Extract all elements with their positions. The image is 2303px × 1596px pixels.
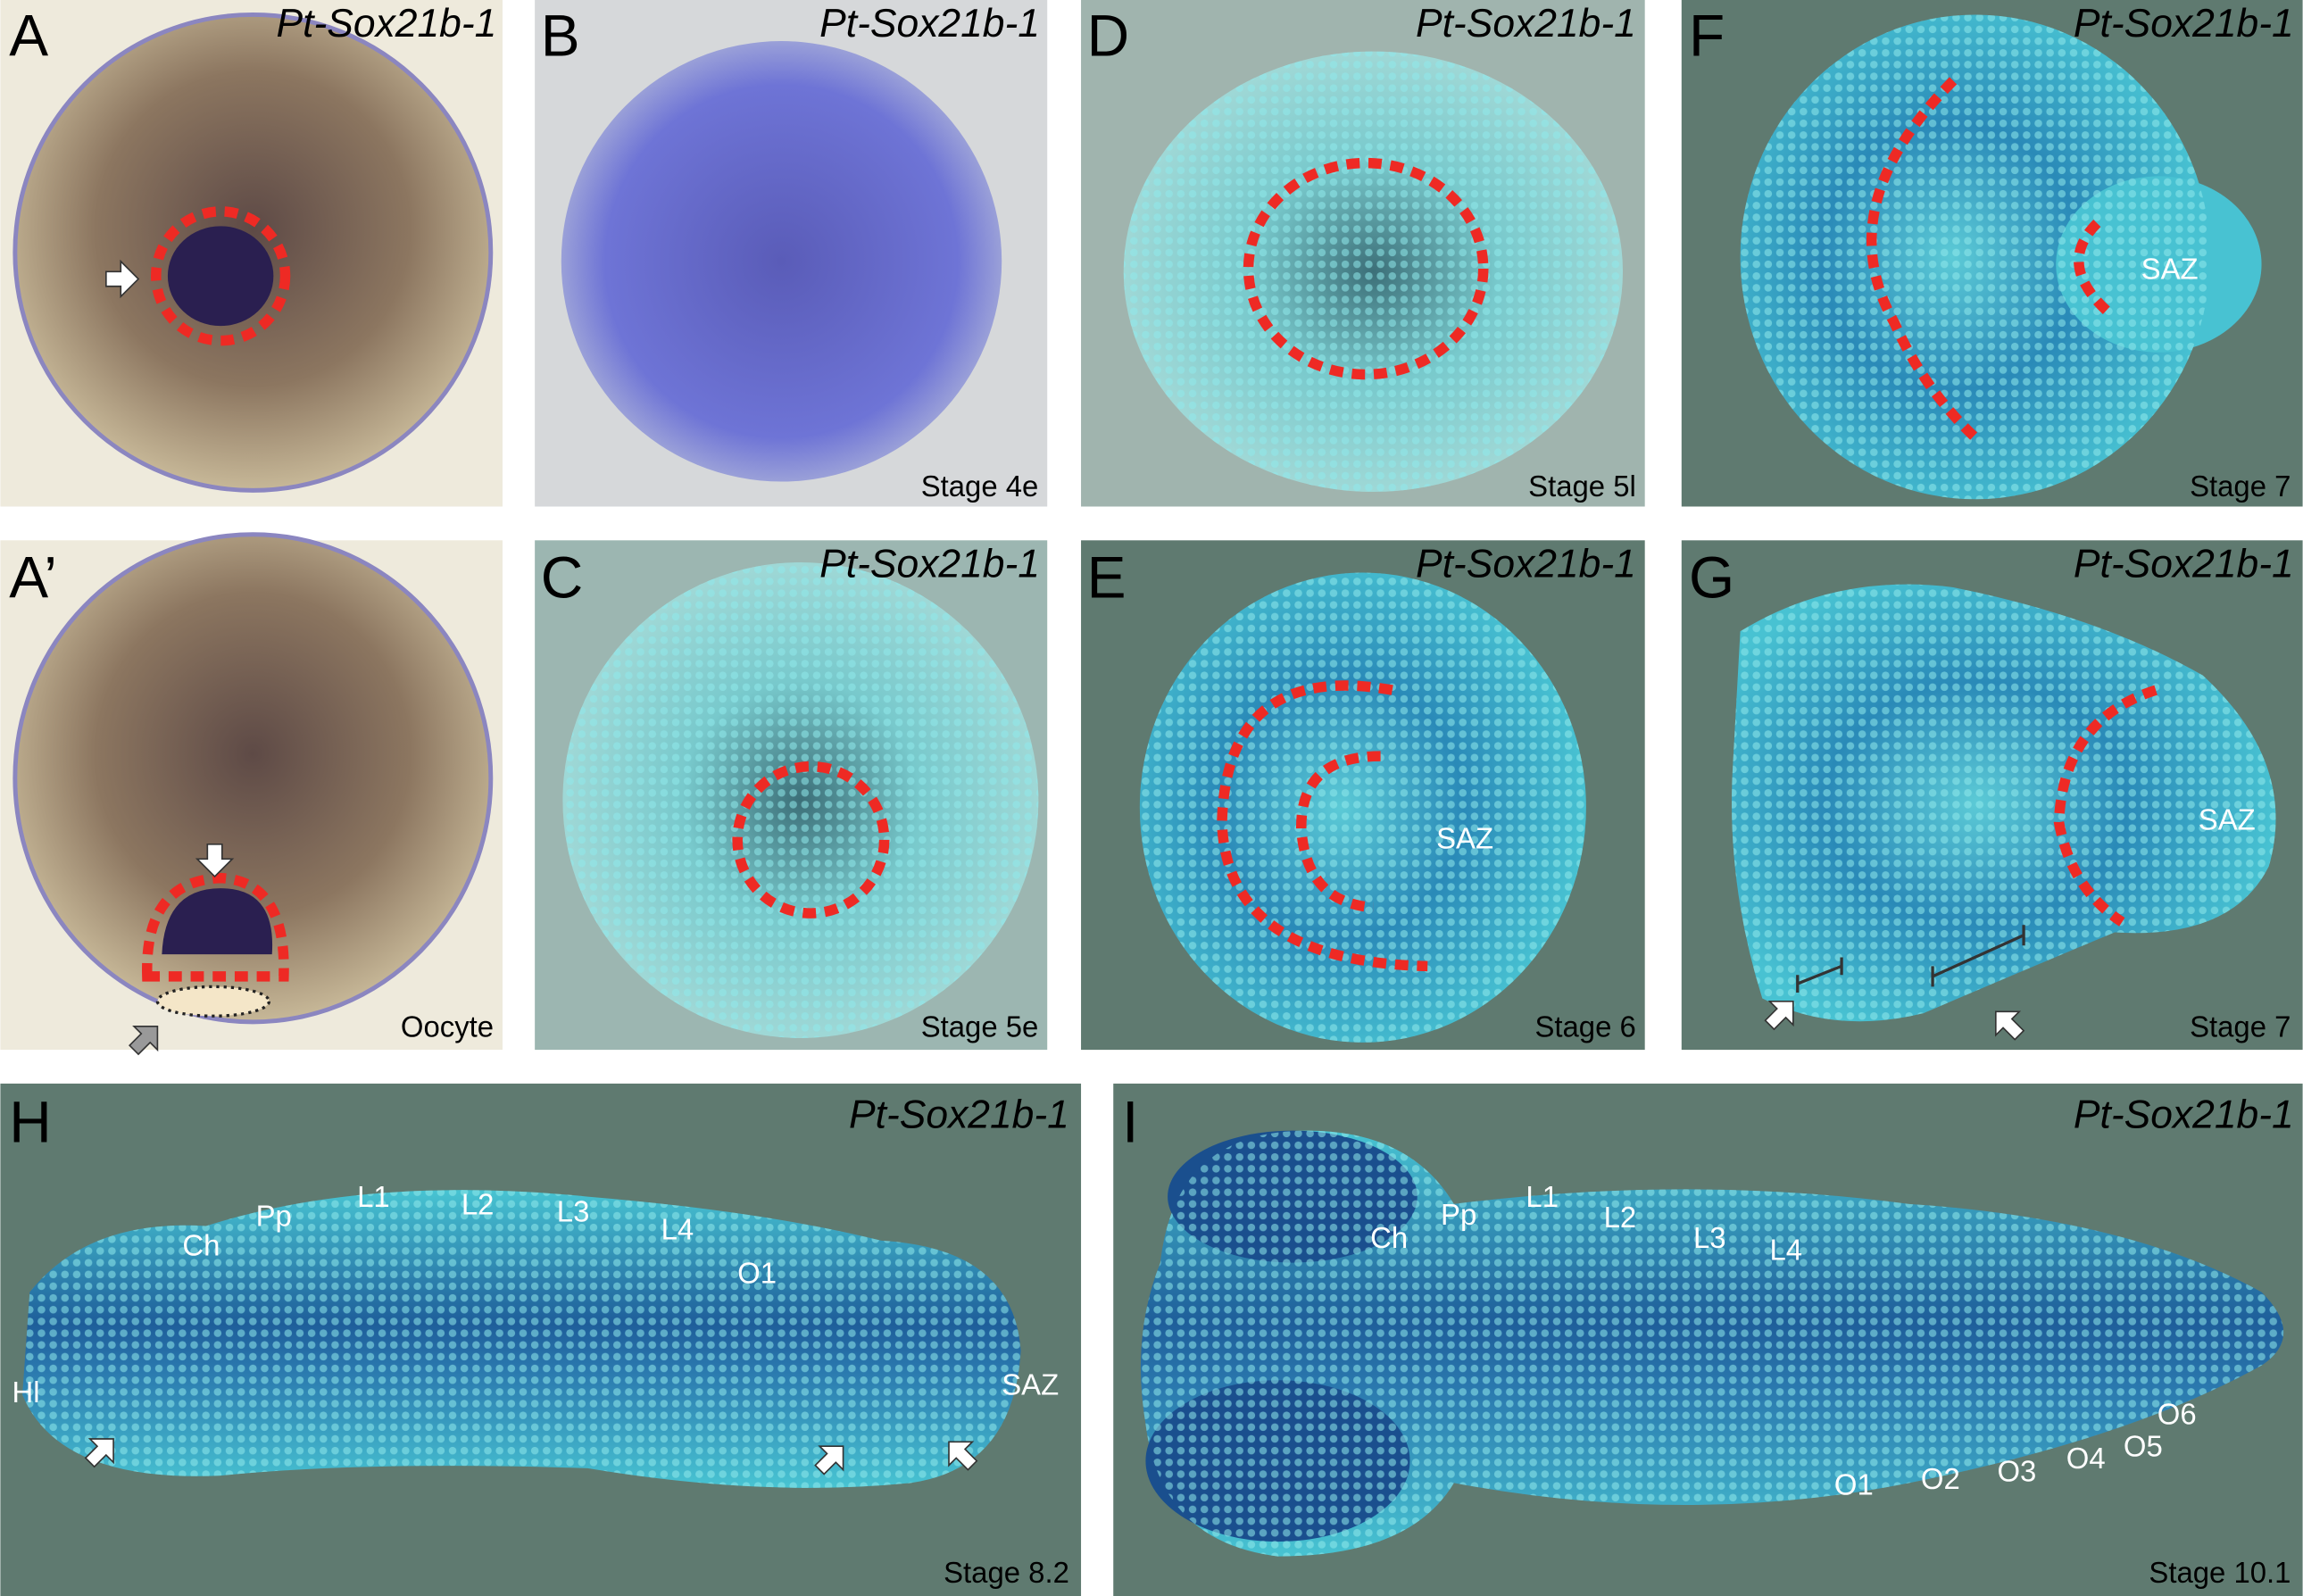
dotted-outline <box>2074 219 2111 315</box>
gene-name: Pt-Sox21b-1 <box>1416 2 1636 46</box>
gene-name: Pt-Sox21b-1 <box>819 2 1040 46</box>
panel-label: A <box>9 3 48 69</box>
panel-i: Ch Pp L1 L2 L3 L4 O1 O2 O3 O4 O5 O6 I Pt… <box>1113 1083 2303 1596</box>
panel-a: A Pt-Sox21b-1 <box>0 0 503 507</box>
gene-name: Pt-Sox21b-1 <box>1416 542 1636 586</box>
annotation: SAZ <box>1002 1368 1059 1401</box>
gene-name: Pt-Sox21b-1 <box>2074 1093 2294 1136</box>
white-arrow-icon <box>84 1438 978 1475</box>
annotation: O2 <box>1921 1462 1960 1495</box>
annotation: O6 <box>2158 1398 2197 1431</box>
embryo <box>12 532 494 1025</box>
annotation: Hl <box>12 1376 40 1409</box>
stage-label: Stage 5l <box>1528 470 1636 503</box>
panel-c: C Pt-Sox21b-1 Stage 5e <box>535 540 1048 1051</box>
panel-g: SAZ G Pt-Sox21b-1 Stage 7 <box>1681 540 2303 1051</box>
dotted-outline <box>1296 751 1381 913</box>
panel-label: F <box>1689 3 1725 69</box>
annotation: Ch <box>182 1228 220 1261</box>
gene-name: Pt-Sox21b-1 <box>2074 2 2294 46</box>
annotation: O1 <box>1834 1468 1874 1501</box>
annotation: L3 <box>557 1195 590 1228</box>
gene-name: Pt-Sox21b-1 <box>277 2 497 46</box>
annotation: L2 <box>461 1187 495 1220</box>
panel-a-prime: A’ Oocyte <box>0 532 503 1056</box>
stage-label: Stage 5e <box>921 1010 1039 1043</box>
dotted-outline <box>1867 77 1979 442</box>
annotation: Pp <box>1441 1198 1476 1231</box>
stain-cluster <box>162 888 273 955</box>
annotation: O3 <box>1997 1455 2036 1488</box>
dotted-outline <box>142 872 289 982</box>
panel-e: SAZ E Pt-Sox21b-1 Stage 6 <box>1081 540 1645 1051</box>
annotation: L1 <box>1526 1180 1559 1213</box>
white-arrow-icon <box>1764 1000 1794 1031</box>
white-arrow-icon <box>1994 1010 2025 1041</box>
white-arrow-icon <box>105 259 140 299</box>
panel-label: E <box>1087 544 1127 610</box>
panel-d: D Pt-Sox21b-1 Stage 5l <box>1081 0 1645 507</box>
annotation: L1 <box>357 1180 390 1213</box>
annotation: L4 <box>661 1212 694 1245</box>
stage-label: Stage 7 <box>2190 1010 2291 1043</box>
annotation: Pp <box>256 1199 292 1232</box>
dotted-outline-black <box>155 985 271 1018</box>
panel-h: Hl Ch Pp L1 L2 L3 L4 O1 SAZ H Pt-Sox21b-… <box>0 1083 1082 1596</box>
panel-label: C <box>541 544 584 610</box>
dotted-outline <box>1217 680 1428 972</box>
panel-b: B Pt-Sox21b-1 Stage 4e <box>535 0 1048 507</box>
panel-label: A’ <box>9 544 57 610</box>
annotation: L2 <box>1604 1201 1637 1234</box>
panel-label: I <box>1122 1089 1138 1155</box>
stage-label: Stage 4e <box>921 470 1039 503</box>
annotation: O1 <box>737 1257 777 1290</box>
panel-label: G <box>1689 544 1734 610</box>
annotation: Ch <box>1370 1221 1408 1254</box>
dotted-outline <box>732 761 890 919</box>
embryo <box>561 41 1002 482</box>
annotation: L3 <box>1693 1221 1726 1254</box>
dotted-outline <box>151 206 291 346</box>
white-arrow-icon <box>195 843 235 878</box>
annotation-saz: SAZ <box>1436 822 1493 855</box>
panel-f: SAZ F Pt-Sox21b-1 Stage 7 <box>1681 0 2303 507</box>
stage-label: Stage 7 <box>2190 470 2291 503</box>
stage-label: Stage 10.1 <box>2149 1556 2291 1589</box>
bracket <box>1796 925 2025 993</box>
panel-label: B <box>541 3 580 69</box>
stain-cluster <box>167 226 274 327</box>
gene-name: Pt-Sox21b-1 <box>2074 542 2294 586</box>
dotted-outline <box>2053 685 2158 927</box>
annotation: L4 <box>1770 1233 1803 1266</box>
stage-label: Oocyte <box>401 1010 494 1043</box>
stage-label: Stage 8.2 <box>944 1556 1069 1589</box>
panel-label: D <box>1087 3 1130 69</box>
gene-name: Pt-Sox21b-1 <box>819 542 1040 586</box>
stage-label: Stage 6 <box>1534 1010 1635 1043</box>
annotation-saz: SAZ <box>2199 802 2256 835</box>
gray-arrow-icon <box>128 1025 159 1056</box>
annotation-saz: SAZ <box>2141 253 2199 286</box>
annotation: O5 <box>2124 1430 2163 1463</box>
annotation: O4 <box>2066 1442 2106 1475</box>
gene-name: Pt-Sox21b-1 <box>849 1093 1069 1136</box>
panel-label: H <box>9 1089 52 1155</box>
